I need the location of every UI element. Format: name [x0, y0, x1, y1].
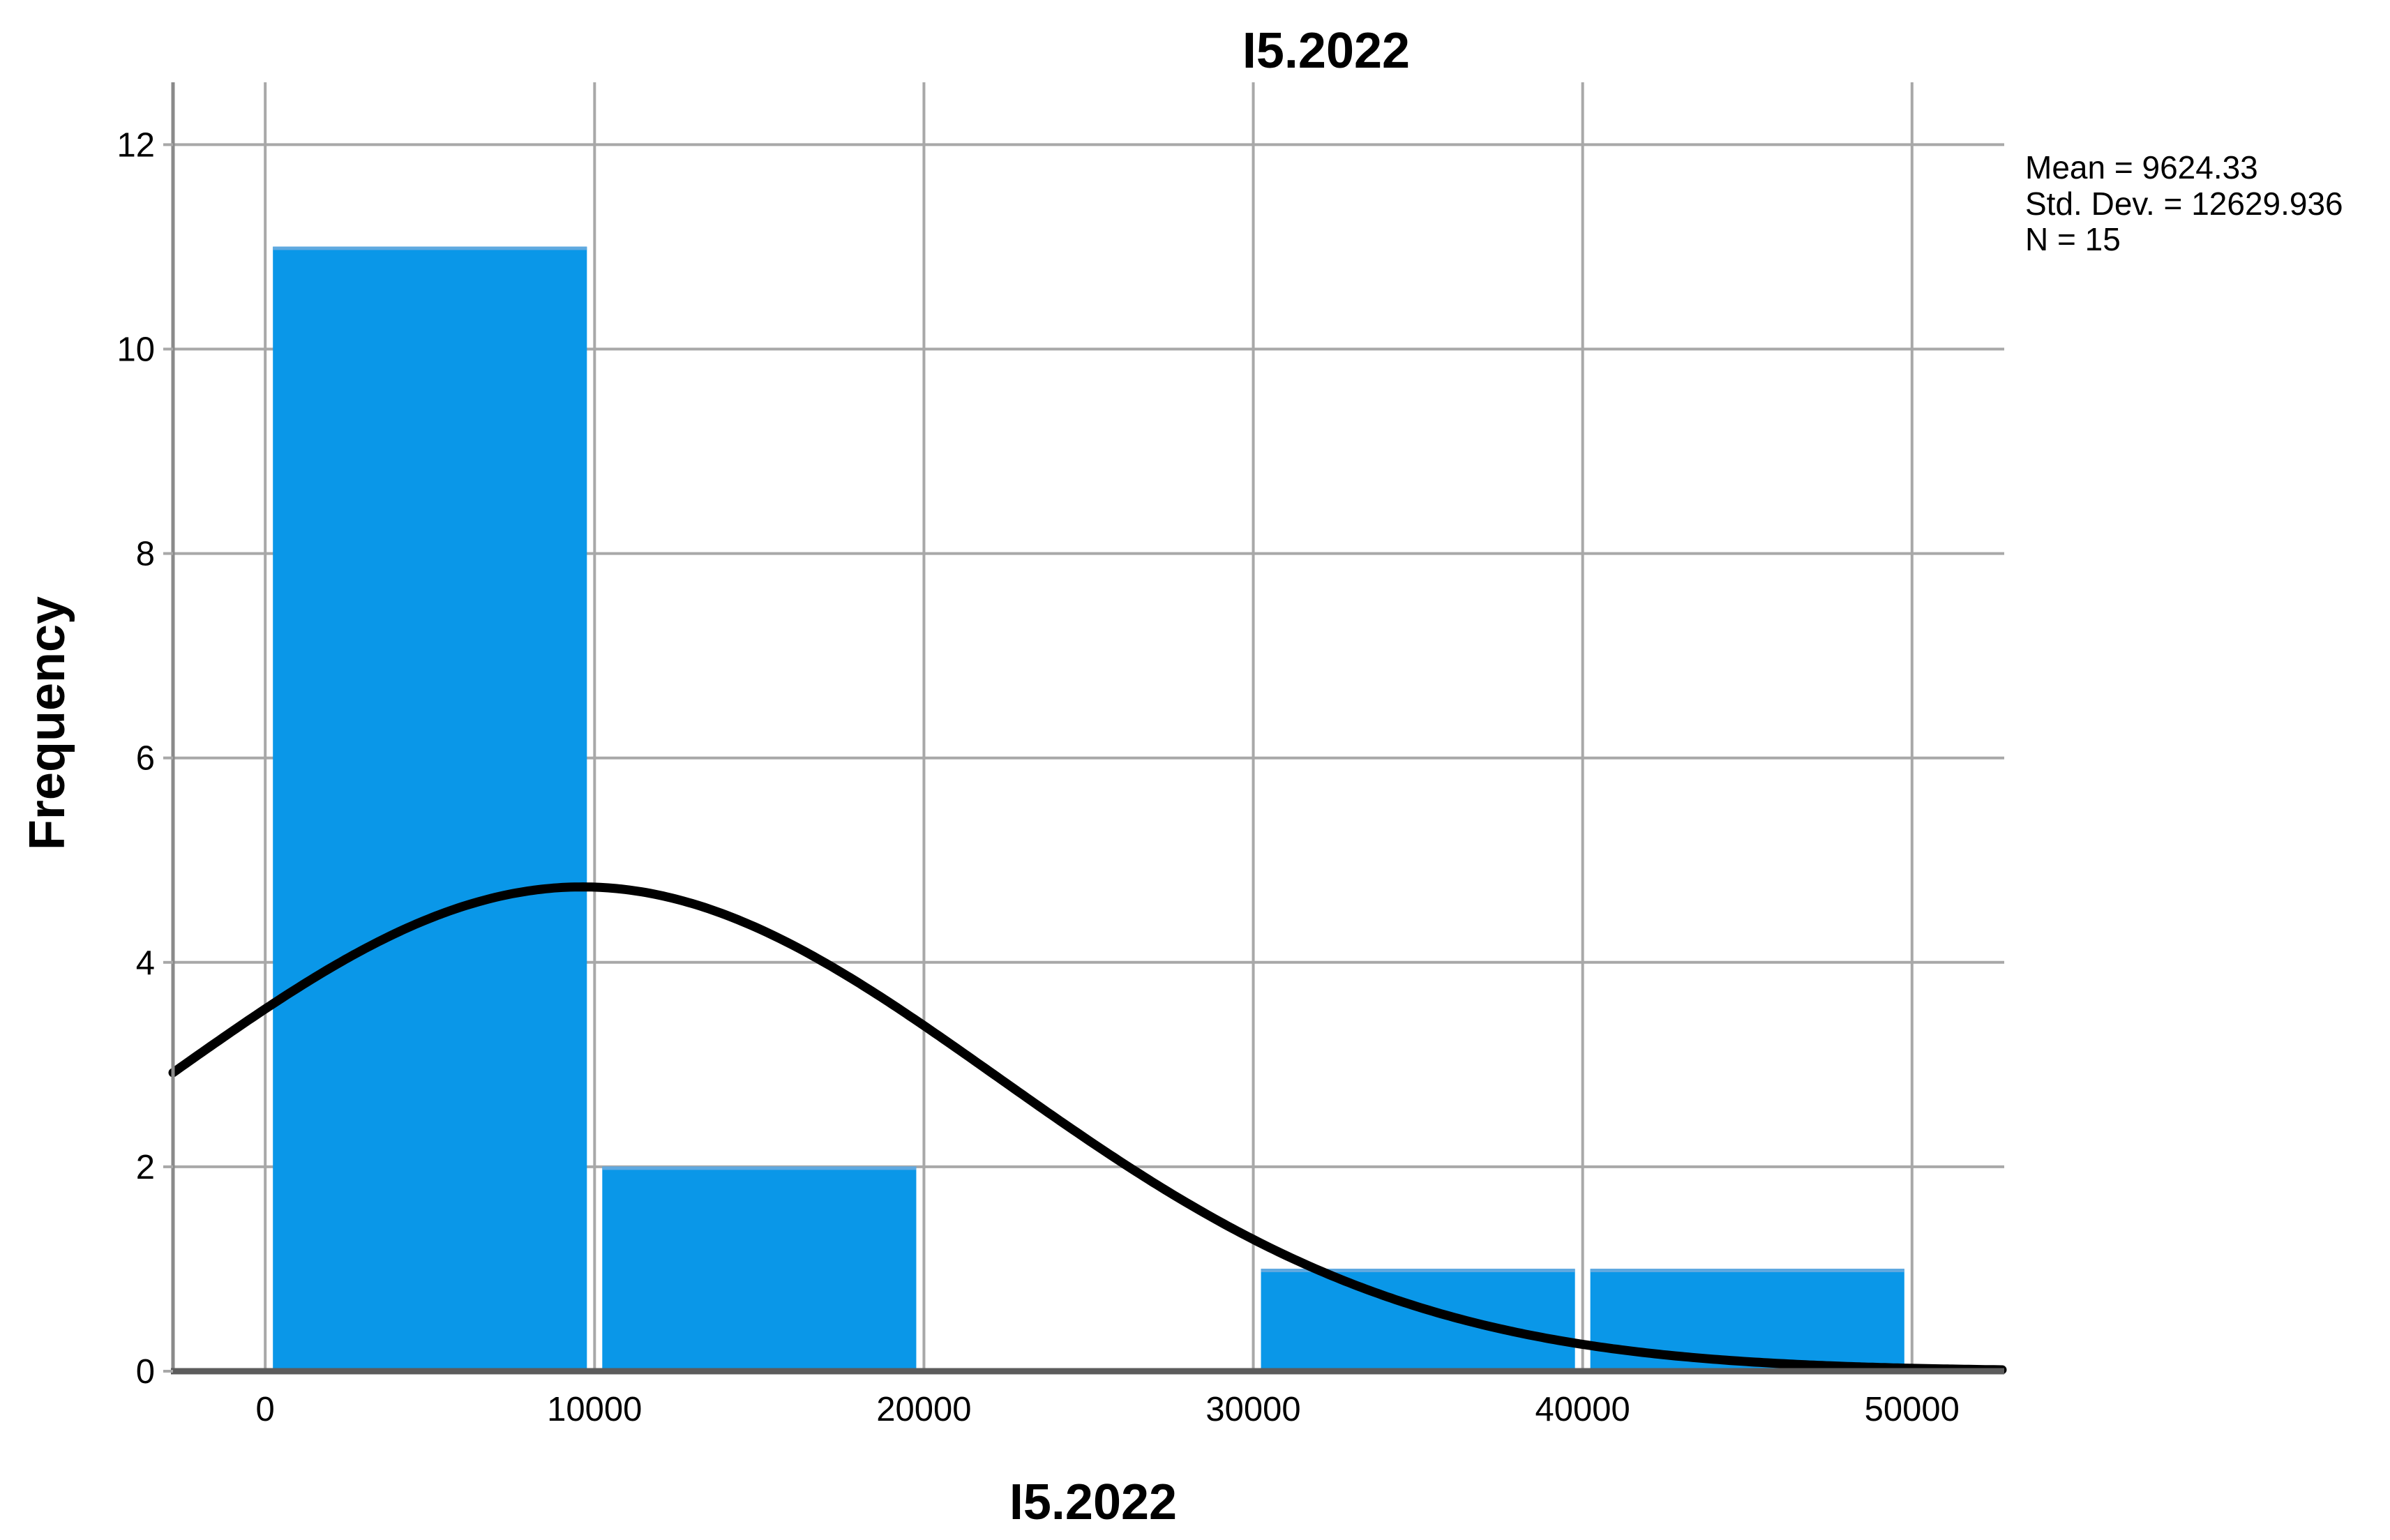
- stats-n: N = 15: [2025, 221, 2121, 257]
- stats-mean: Mean = 9624.33: [2025, 149, 2258, 186]
- y-tick-label: 6: [136, 740, 155, 778]
- normal-curve: [168, 882, 2007, 1375]
- y-tick-labels: 0 2 4 6 8 10 12: [117, 126, 155, 1391]
- histogram-bar: [1261, 1269, 1575, 1371]
- stats-std-dev: Std. Dev. = 12629.936: [2025, 186, 2343, 222]
- histogram-bar: [273, 246, 587, 1372]
- y-tick-marks: [163, 143, 173, 1373]
- x-axis-title: I5.2022: [1009, 1474, 1177, 1530]
- y-axis-title: Frequency: [20, 596, 75, 850]
- y-tick-label: 8: [136, 536, 155, 573]
- histogram-bars: [273, 246, 1904, 1372]
- x-tick-label: 0: [256, 1391, 275, 1428]
- x-tick-label: 50000: [1865, 1391, 1960, 1428]
- stats-legend: Mean = 9624.33 Std. Dev. = 12629.936 N =…: [2025, 149, 2343, 257]
- histogram-bar: [602, 1166, 917, 1371]
- x-tick-labels: 0 10000 20000 30000 40000 50000: [256, 1391, 1960, 1428]
- x-tick-label: 20000: [876, 1391, 971, 1428]
- chart-title: I5.2022: [1242, 23, 1410, 79]
- y-tick-label: 4: [136, 944, 155, 982]
- y-tick-label: 0: [136, 1353, 155, 1391]
- y-tick-label: 12: [117, 126, 155, 164]
- x-tick-label: 30000: [1205, 1391, 1300, 1428]
- x-tick-label: 40000: [1535, 1391, 1630, 1428]
- y-tick-label: 10: [117, 331, 155, 368]
- x-tick-label: 10000: [547, 1391, 642, 1428]
- y-tick-label: 2: [136, 1149, 155, 1186]
